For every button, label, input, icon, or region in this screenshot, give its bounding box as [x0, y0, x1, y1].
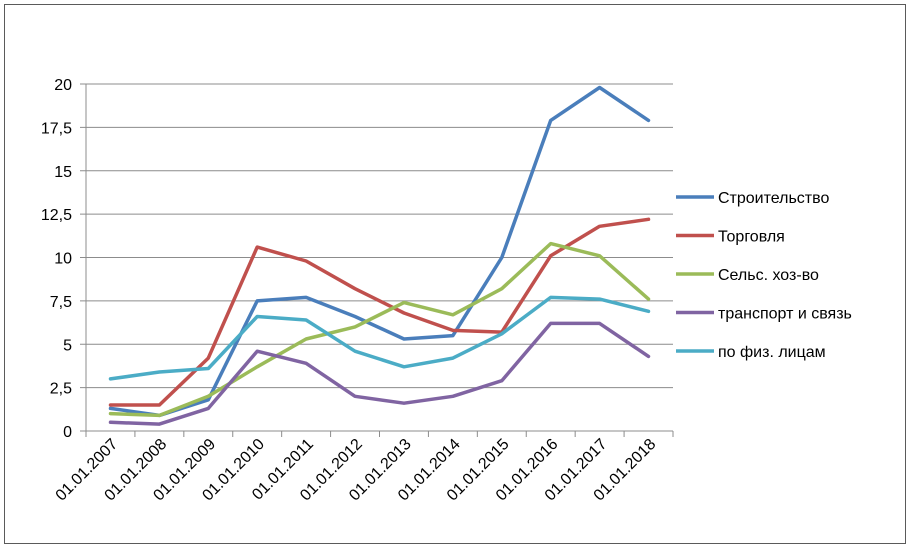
y-tick-label: 15: [54, 164, 72, 181]
legend-label: транспорт и связь: [718, 306, 852, 323]
legend-label: Торговля: [718, 229, 785, 246]
y-tick-label: 20: [54, 77, 72, 94]
gridlines: [86, 83, 673, 389]
chart-frame: [4, 4, 906, 544]
series-line-3: [108, 241, 651, 418]
axes: [80, 83, 674, 437]
series-line-1: [108, 85, 651, 418]
y-tick-label: 12,5: [41, 207, 72, 224]
series-line-4: [108, 321, 651, 426]
y-tick-labels: 0 2,5 5 7,5 10 12,5 15 17,5 20: [41, 77, 72, 441]
legend-label: Сельс. хоз-во: [718, 267, 819, 284]
x-tick-labels: 01.01.200701.01.200801.01.200901.01.2010…: [53, 436, 660, 505]
series-line-5: [108, 295, 651, 381]
y-tick-label: 0: [63, 424, 72, 441]
legend-label: по физ. лицам: [718, 344, 826, 361]
y-tick-label: 17,5: [41, 120, 72, 137]
series-lines: [108, 85, 651, 426]
y-tick-label: 7,5: [50, 294, 72, 311]
series-line-2: [108, 217, 651, 407]
y-tick-label: 10: [54, 251, 72, 268]
y-tick-label: 5: [63, 337, 72, 354]
y-tick-label: 2,5: [50, 381, 72, 398]
legend-label: Строительство: [718, 190, 829, 207]
legend: Строительство Торговля Сельс. хоз-во трансп…: [676, 190, 852, 361]
